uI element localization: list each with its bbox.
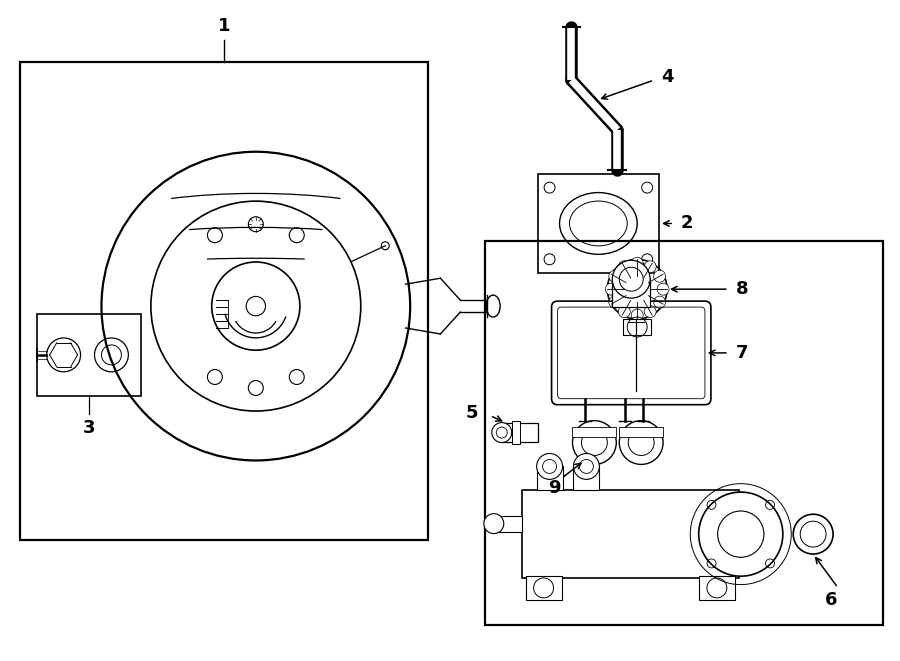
Circle shape	[644, 261, 656, 273]
Text: 6: 6	[824, 591, 837, 609]
Circle shape	[606, 283, 617, 295]
Circle shape	[572, 420, 616, 465]
Bar	[536, 467, 562, 490]
Circle shape	[608, 270, 621, 282]
Circle shape	[619, 420, 663, 465]
Text: 4: 4	[662, 68, 673, 86]
Bar	[624, 319, 652, 335]
Circle shape	[628, 430, 654, 455]
Circle shape	[581, 430, 608, 455]
Bar	[512, 421, 519, 444]
Circle shape	[644, 305, 656, 317]
Bar	[485, 241, 883, 625]
Bar	[612, 279, 650, 307]
Bar	[37, 314, 141, 396]
Bar	[699, 576, 734, 600]
Circle shape	[536, 453, 562, 479]
Circle shape	[631, 257, 644, 269]
Text: 8: 8	[736, 280, 749, 298]
Text: 2: 2	[681, 214, 694, 233]
Bar	[619, 426, 663, 436]
Bar	[494, 516, 522, 531]
Circle shape	[612, 260, 650, 298]
Circle shape	[631, 309, 644, 321]
Circle shape	[491, 422, 512, 442]
Text: 5: 5	[465, 404, 478, 422]
Bar	[573, 467, 599, 490]
Circle shape	[653, 296, 666, 308]
Circle shape	[618, 261, 630, 273]
Bar	[522, 490, 739, 578]
Bar	[537, 174, 659, 273]
Circle shape	[653, 270, 666, 282]
Circle shape	[698, 492, 783, 576]
Bar	[526, 576, 562, 600]
Bar	[20, 62, 428, 540]
Circle shape	[484, 514, 504, 533]
Circle shape	[573, 453, 599, 479]
Text: 1: 1	[218, 17, 230, 35]
Text: 3: 3	[83, 418, 95, 436]
Bar	[502, 423, 537, 442]
Bar	[572, 426, 616, 436]
Text: 7: 7	[736, 344, 748, 362]
Circle shape	[608, 296, 621, 308]
Circle shape	[657, 283, 669, 295]
Circle shape	[618, 305, 630, 317]
Text: 9: 9	[548, 479, 561, 497]
